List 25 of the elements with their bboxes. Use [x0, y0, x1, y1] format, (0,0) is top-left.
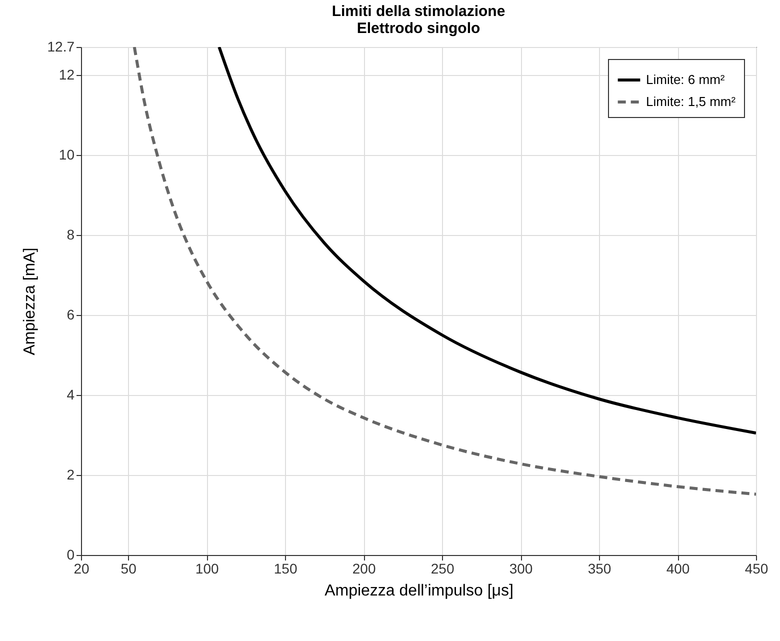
- line-series: [132, 47, 756, 496]
- legend-label: Limite: 1,5 mm²: [646, 94, 736, 109]
- y-tick-label: 0: [66, 546, 75, 562]
- x-tick-label: 150: [274, 560, 298, 576]
- y-tick-label: 8: [66, 226, 75, 242]
- y-tick-label: 2: [66, 466, 75, 482]
- y-tick-label: 12.7: [47, 38, 75, 54]
- x-tick-label: 50: [120, 560, 137, 576]
- x-tick-label: 20: [74, 560, 90, 576]
- x-tick-label: 400: [666, 560, 690, 576]
- x-tick-label: 250: [430, 560, 454, 576]
- legend-label: Limite: 6 mm²: [646, 72, 726, 87]
- x-tick-label: 450: [744, 560, 768, 576]
- chart-title: Limiti della stimolazione Elettrodo singolo: [332, 3, 506, 37]
- x-tick-label: 200: [352, 560, 376, 576]
- x-tick-label: 300: [509, 560, 533, 576]
- y-tick-label: 6: [66, 306, 75, 322]
- x-tick-label: 350: [588, 560, 612, 576]
- line-series: [218, 47, 756, 434]
- y-tick-label: 12: [58, 66, 75, 82]
- y-axis-title: Ampiezza [mA]: [21, 248, 38, 356]
- y-tick-label: 4: [66, 386, 75, 402]
- y-tick-label: 10: [58, 146, 75, 162]
- x-tick-label: 100: [195, 560, 219, 576]
- x-axis-title: Ampiezza dell’impulso [μs]: [324, 582, 514, 600]
